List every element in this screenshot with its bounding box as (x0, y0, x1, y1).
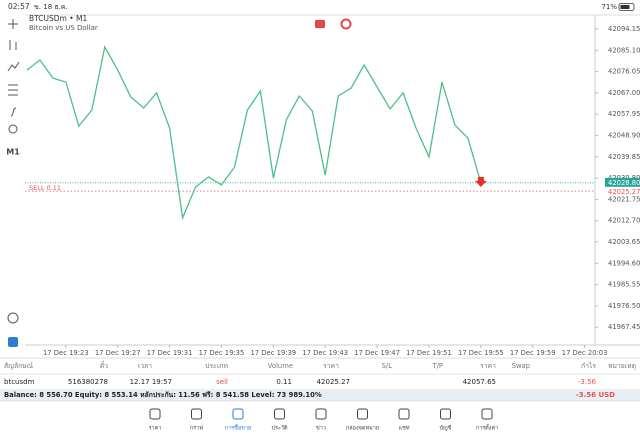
tab-icon[interactable] (191, 408, 202, 420)
flag-icon[interactable] (315, 20, 325, 28)
tab-label[interactable]: การซื้อขาย (225, 424, 251, 432)
y-tick-label: 41985.55 (608, 281, 640, 289)
x-tick-label: 17 Dec 19:55 (458, 349, 504, 357)
column-header: ราคา (323, 362, 339, 370)
y-tick-label: 42094.15 (608, 25, 640, 33)
order-price-label: 42025.27 (608, 188, 640, 196)
function-icon[interactable] (10, 107, 17, 117)
y-tick-label: 42085.10 (608, 46, 640, 54)
x-tick-label: 17 Dec 19:39 (251, 349, 297, 357)
y-tick-label: 42012.70 (608, 217, 640, 225)
tab-label[interactable]: ประวัติ (271, 425, 287, 432)
mode-icon[interactable] (8, 337, 18, 347)
status-battery: 71% (601, 3, 617, 11)
cell-type: sell (216, 378, 228, 386)
x-tick-label: 17 Dec 19:47 (354, 349, 400, 357)
balance-summary: Balance: 8 556.70 Equity: 8 553.14 หลักป… (4, 391, 322, 399)
cell-current-price: 42057.65 (463, 378, 496, 386)
cell-profit: -3.56 (578, 378, 597, 386)
y-tick-label: 41967.45 (608, 323, 640, 331)
status-date: ข. 18 ธ.ค. (34, 3, 68, 11)
tab-label[interactable]: ราคา (149, 426, 162, 432)
balance-bar (0, 389, 640, 401)
column-header: หมายเหตุ (608, 362, 636, 370)
status-time: 02:57 (8, 2, 30, 11)
price-label-bg (605, 177, 640, 187)
cell-price: 42025.27 (317, 378, 350, 386)
tab-label[interactable]: บัญชี (440, 425, 452, 432)
price-label: 42028.80 (608, 179, 640, 187)
crosshair-icon[interactable] (8, 19, 18, 29)
x-tick-label: 17 Dec 19:59 (510, 349, 556, 357)
y-tick-label: 41976.50 (608, 302, 640, 310)
x-tick-label: 17 Dec 20:03 (562, 349, 608, 357)
y-tick-label: 42048.90 (608, 132, 640, 140)
zoom-icon[interactable] (7, 312, 19, 324)
y-tick-label: 42021.75 (608, 195, 640, 203)
cell-ticket: 516380278 (68, 378, 108, 386)
order-label: SELL 0.11 (29, 184, 61, 192)
column-header: Swap (512, 362, 530, 370)
tab-icon[interactable] (232, 408, 244, 420)
battery-icon (618, 3, 635, 11)
battery-level (620, 5, 630, 9)
x-tick-label: 17 Dec 19:43 (302, 349, 348, 357)
cell-volume: 0.11 (276, 378, 292, 386)
column-header: ตั๋ว (100, 361, 108, 370)
tab-label[interactable]: แชท (399, 425, 410, 432)
x-tick-label: 17 Dec 19:23 (43, 349, 89, 357)
y-tick-label: 42039.85 (608, 153, 640, 161)
timeframe[interactable]: M1 (6, 148, 20, 157)
left-toolbar (7, 19, 20, 324)
sell-arrow (474, 176, 487, 187)
x-tick-label: 17 Dec 19:35 (199, 349, 245, 357)
column-header: T/P (431, 362, 443, 370)
column-header: กำไร (581, 362, 596, 370)
y-tick-label: 42057.95 (608, 110, 640, 118)
price-line-series (26, 45, 482, 221)
x-tick-label: 17 Dec 19:51 (406, 349, 452, 357)
tab-icon[interactable] (398, 408, 410, 420)
cell-symbol: btcusdm (4, 378, 35, 386)
column-header: ประเภท (205, 362, 228, 370)
column-header: เวลา (138, 362, 152, 370)
x-tick-label: 17 Dec 19:27 (95, 349, 141, 357)
tab-icon[interactable] (440, 408, 451, 420)
column-header: สัญลักษณ์ (4, 362, 34, 370)
candles-icon[interactable] (9, 40, 17, 50)
tab-icon[interactable] (357, 408, 368, 420)
tab-label[interactable]: การตั้งค่า (476, 424, 498, 432)
column-header: ราคา (480, 362, 496, 370)
objects-icon[interactable] (8, 84, 18, 96)
tab-icon[interactable] (315, 408, 327, 420)
tab-icon[interactable] (149, 408, 161, 420)
tab-label[interactable]: กราฟ (190, 425, 203, 432)
y-tick-label: 41994.60 (608, 259, 640, 267)
chart-subtitle: Bitcoin vs US Dollar (29, 24, 98, 32)
tab-label[interactable]: ข่าว (316, 426, 326, 432)
y-tick-label: 42076.05 (608, 68, 640, 76)
shapes-icon[interactable] (8, 124, 18, 134)
balance-total: -3.56 USD (576, 391, 615, 399)
indicators-icon[interactable] (7, 61, 20, 72)
y-tick-label: 42003.65 (608, 238, 640, 246)
x-tick-label: 17 Dec 19:31 (147, 349, 193, 357)
y-tick-label: 42067.00 (608, 89, 640, 97)
tab-icon[interactable] (481, 408, 493, 420)
column-header: S/L (382, 362, 393, 370)
one-click-icon[interactable] (340, 18, 352, 30)
column-header: Volume (268, 362, 293, 370)
tab-label[interactable]: กล่องจดหมาย (346, 426, 379, 432)
cell-time: 12.17 19:57 (130, 378, 172, 386)
tab-icon[interactable] (274, 408, 285, 420)
chart-title: BTCUSDm • M1 (29, 14, 88, 23)
